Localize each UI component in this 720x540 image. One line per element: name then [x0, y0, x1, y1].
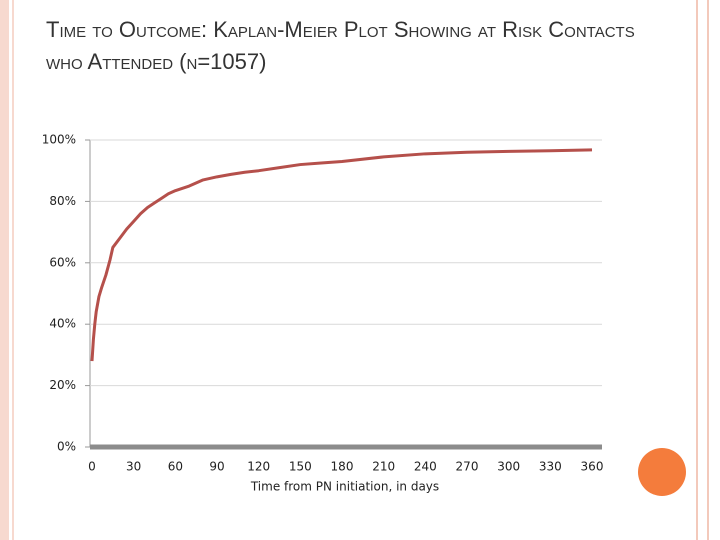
left-stripe	[0, 0, 9, 540]
x-tick-label: 120	[247, 460, 270, 474]
x-tick-label: 240	[414, 460, 437, 474]
x-axis-label: Time from PN initiation, in days	[250, 480, 439, 494]
y-tick-label: 0%	[57, 440, 76, 454]
right-stripe	[696, 0, 698, 540]
x-tick-label: 0	[88, 460, 96, 474]
x-tick-label: 30	[126, 460, 141, 474]
km-curve	[90, 148, 593, 362]
x-tick-label: 330	[539, 460, 562, 474]
x-tick-label: 300	[497, 460, 520, 474]
x-tick-label: 60	[168, 460, 183, 474]
x-tick-label: 180	[331, 460, 354, 474]
x-tick-label: 270	[456, 460, 479, 474]
x-tick-label: 90	[209, 460, 224, 474]
x-tick-label: 210	[372, 460, 395, 474]
y-tick-label: 60%	[49, 255, 76, 269]
right-stripe	[707, 0, 709, 540]
chart-title: Time to Outcome: Kaplan-Meier Plot Showi…	[46, 17, 635, 74]
x-tick-label: 360	[581, 460, 604, 474]
left-stripe	[12, 0, 14, 540]
x-tick-label: 150	[289, 460, 312, 474]
y-tick-label: 20%	[49, 378, 76, 392]
y-tick-label: 40%	[49, 317, 76, 331]
orange-dot	[638, 448, 686, 496]
y-tick-label: 100%	[42, 133, 76, 147]
y-tick-label: 80%	[49, 194, 76, 208]
